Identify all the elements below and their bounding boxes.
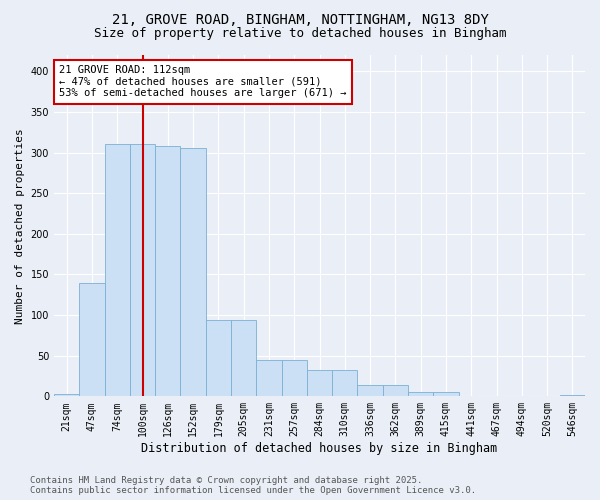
Text: 21, GROVE ROAD, BINGHAM, NOTTINGHAM, NG13 8DY: 21, GROVE ROAD, BINGHAM, NOTTINGHAM, NG1…: [112, 12, 488, 26]
Bar: [560, 394, 585, 396]
Bar: [155, 146, 181, 397]
Bar: [383, 385, 408, 396]
Text: Size of property relative to detached houses in Bingham: Size of property relative to detached ho…: [94, 28, 506, 40]
Bar: [104, 144, 130, 396]
Bar: [206, 320, 231, 396]
Text: Contains HM Land Registry data © Crown copyright and database right 2025.
Contai: Contains HM Land Registry data © Crown c…: [30, 476, 476, 495]
Bar: [79, 284, 104, 397]
Y-axis label: Number of detached properties: Number of detached properties: [15, 128, 25, 324]
Bar: [256, 360, 281, 397]
Text: 21 GROVE ROAD: 112sqm
← 47% of detached houses are smaller (591)
53% of semi-det: 21 GROVE ROAD: 112sqm ← 47% of detached …: [59, 65, 347, 98]
Bar: [54, 394, 79, 396]
Bar: [307, 370, 332, 396]
Bar: [358, 385, 383, 396]
Bar: [181, 148, 206, 396]
Bar: [281, 360, 307, 397]
Bar: [130, 144, 155, 396]
Bar: [433, 392, 458, 396]
Bar: [332, 370, 358, 396]
Bar: [408, 392, 433, 396]
Bar: [231, 320, 256, 396]
X-axis label: Distribution of detached houses by size in Bingham: Distribution of detached houses by size …: [142, 442, 497, 455]
